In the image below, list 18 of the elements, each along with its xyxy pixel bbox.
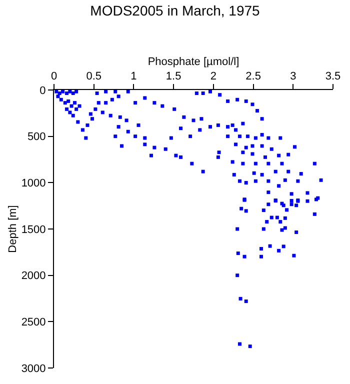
- x-tick-label: 3.5: [325, 70, 341, 83]
- x-axis-title: Phosphate [µmol/l]: [148, 56, 240, 68]
- y-tick-label: 2000: [21, 270, 46, 282]
- y-axis-title: Depth [m]: [6, 205, 19, 253]
- x-tick-label: 3: [290, 70, 296, 83]
- chart-title: MODS2005 in March, 1975: [90, 2, 260, 19]
- x-tick-label: 1.5: [166, 70, 182, 83]
- x-tick-label: 2.5: [246, 70, 261, 83]
- x-tick-label: 1: [130, 70, 137, 83]
- y-tick-label: 0: [40, 84, 46, 97]
- y-tick-label: 1500: [21, 224, 46, 236]
- y-tick-label: 3000: [21, 362, 46, 375]
- x-tick-label: 0.5: [86, 70, 102, 83]
- x-tick-label: 0: [50, 70, 58, 83]
- y-tick-label: 1000: [21, 178, 46, 190]
- y-tick-label: 500: [27, 131, 46, 144]
- x-tick-label: 2: [210, 70, 216, 83]
- y-tick-label: 2500: [21, 316, 46, 329]
